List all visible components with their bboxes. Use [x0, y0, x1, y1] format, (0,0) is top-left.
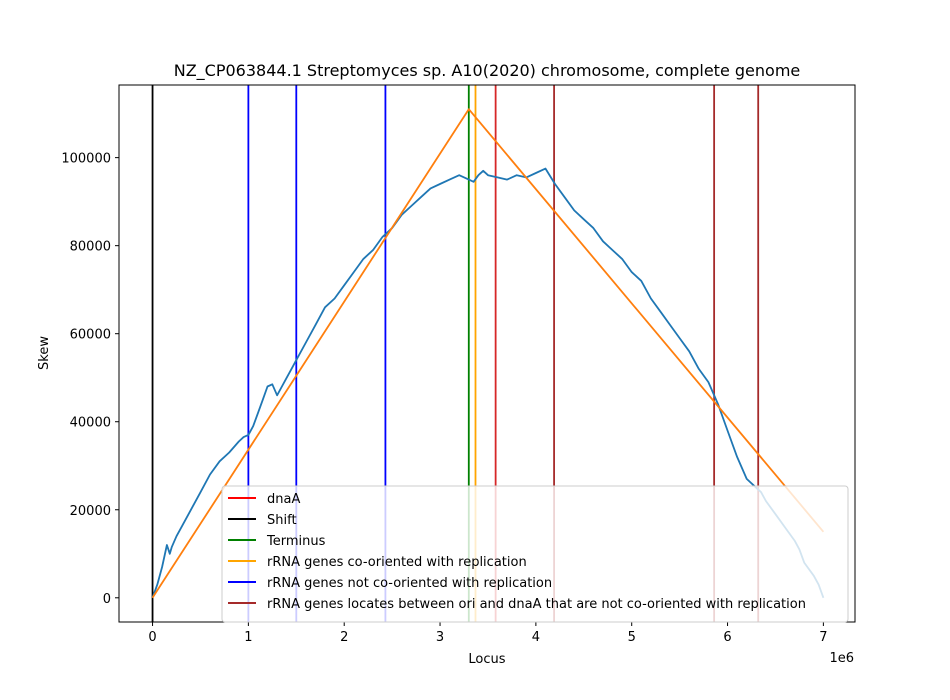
legend-label-3: rRNA genes co-oriented with replication — [267, 555, 527, 570]
legend-label-5: rRNA genes locates between ori and dnaA … — [267, 597, 806, 612]
x-tick-label-1: 1 — [244, 630, 252, 645]
x-axis-offset-label: 1e6 — [829, 651, 854, 666]
legend-box — [221, 485, 849, 623]
y-tick-label-4: 80000 — [70, 240, 111, 255]
plot-area: 0 1 2 3 4 5 6 7 0 20000 40000 60000 80000 100000 dnaA S… — [61, 84, 856, 645]
legend-label-2: Terminus — [266, 534, 326, 549]
x-tick-label-5: 5 — [628, 630, 636, 645]
legend-label-1: Shift — [267, 513, 297, 528]
y-axis-label: Skew — [37, 336, 52, 370]
x-tick-label-0: 0 — [148, 630, 156, 645]
series-fit-line — [151, 108, 825, 599]
x-tick-label-2: 2 — [340, 630, 348, 645]
y-tick-label-2: 40000 — [70, 416, 111, 431]
x-axis-label: Locus — [468, 652, 505, 667]
y-tick-label-3: 60000 — [70, 328, 111, 343]
x-tick-label-6: 6 — [723, 630, 731, 645]
x-tick-label-4: 4 — [532, 630, 540, 645]
x-tick-label-3: 3 — [436, 630, 444, 645]
y-tick-label-5: 100000 — [61, 152, 111, 167]
y-tick-label-0: 0 — [103, 592, 111, 607]
x-tick-label-7: 7 — [819, 630, 827, 645]
legend-label-4: rRNA genes not co-oriented with replicat… — [267, 576, 552, 591]
y-tick-label-1: 20000 — [70, 504, 111, 519]
legend-label-0: dnaA — [267, 492, 300, 507]
series-skew-line — [151, 167, 825, 599]
chart-title: NZ_CP063844.1 Streptomyces sp. A10(2020)… — [174, 61, 801, 81]
